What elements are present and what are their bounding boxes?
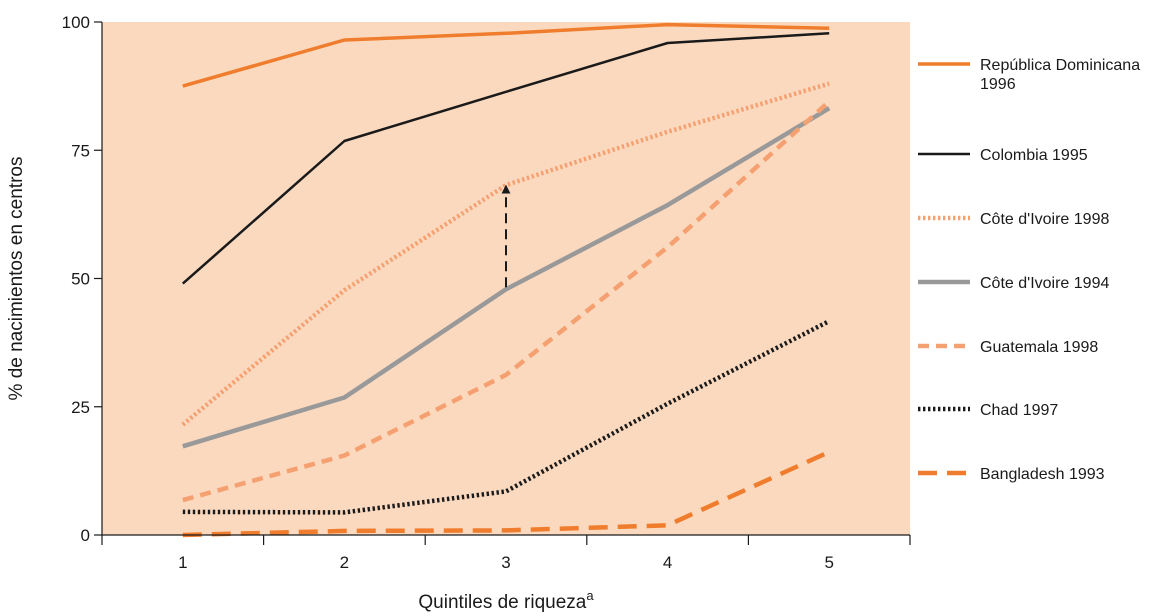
series-line-2 <box>181 32 830 285</box>
series-line-5 <box>182 99 831 503</box>
x-axis-title-text: Quintiles de riqueza <box>418 592 586 613</box>
legend-label-line: Bangladesh 1993 <box>980 466 1105 483</box>
legend-label-7: Bangladesh 1993 <box>980 466 1105 483</box>
legend-label-5: Guatemala 1998 <box>980 339 1098 356</box>
legend-label-line: República Dominicana <box>980 57 1140 74</box>
axes-layer <box>94 21 911 545</box>
y-tick-label: 50 <box>71 270 90 289</box>
legend-label-6: Chad 1997 <box>980 402 1058 419</box>
x-axis-title-superscript: a <box>586 588 594 603</box>
y-axis-title: % de nacimientos en centros <box>6 157 27 401</box>
legend-label-line: Colombia 1995 <box>980 147 1088 164</box>
x-tick-label: 1 <box>178 553 187 572</box>
legend-label-line: Côte d'Ivoire 1994 <box>980 275 1109 292</box>
legend-label-line: Guatemala 1998 <box>980 339 1098 356</box>
series-line-3 <box>181 81 830 427</box>
legend-label-line: Côte d'Ivoire 1998 <box>980 211 1109 228</box>
legend-label-line: Chad 1997 <box>980 402 1058 419</box>
y-tick-label: 0 <box>81 526 90 545</box>
x-tick-label: 2 <box>340 553 349 572</box>
x-tick-label: 4 <box>663 553 672 572</box>
series-line-4 <box>182 106 831 449</box>
legend-label-1: República Dominicana 1996 <box>980 57 1140 93</box>
x-tick-label: 3 <box>501 553 510 572</box>
legend-label-4: Côte d'Ivoire 1994 <box>980 275 1109 292</box>
series-line-7 <box>182 449 831 538</box>
legend-label-3: Côte d'Ivoire 1998 <box>980 211 1109 228</box>
tick-labels: 0 25 50 75 100 1 2 3 4 5 <box>62 13 834 572</box>
series-layer <box>181 22 831 538</box>
legend: República Dominicana 1996 Colombia 1995 Côt… <box>918 57 1140 483</box>
y-tick-label: 75 <box>71 141 90 160</box>
y-tick-label: 100 <box>62 13 90 32</box>
legend-label-line: 1996 <box>980 76 1016 93</box>
y-tick-label: 25 <box>71 398 90 417</box>
series-line-1 <box>182 22 830 88</box>
x-tick-label: 5 <box>824 553 833 572</box>
x-axis-title: Quintiles de riquezaa <box>418 588 594 613</box>
legend-label-2: Colombia 1995 <box>980 147 1088 164</box>
